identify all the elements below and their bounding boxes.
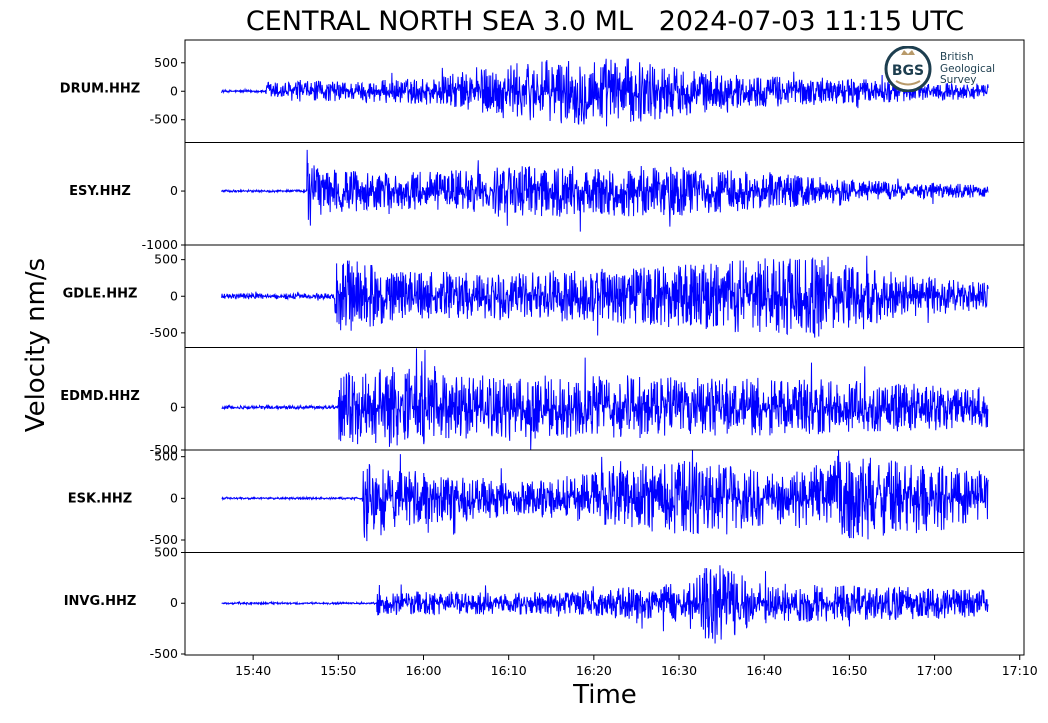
panel-frame bbox=[184, 552, 1025, 656]
panel-invg-hhz: 500 0 -500 INVG.HHZ bbox=[64, 545, 1025, 661]
station-label: EDMD.HHZ bbox=[60, 389, 140, 404]
x-tick-label: 16:40 bbox=[746, 663, 782, 678]
panel-esy-hhz: 0 -1000 ESY.HHZ bbox=[69, 142, 1025, 252]
waveform-trace bbox=[221, 450, 989, 542]
waveform-trace bbox=[221, 348, 989, 450]
y-tick-label: 0 bbox=[170, 288, 178, 303]
y-tick-label: 0 bbox=[170, 399, 178, 414]
panel-gdle-hhz: 500 0 -500 GDLE.HHZ bbox=[63, 244, 1025, 348]
waveform-trace bbox=[221, 565, 989, 644]
waveform-trace bbox=[221, 149, 989, 232]
y-tick-label: 0 bbox=[170, 595, 178, 610]
x-tick-label: 16:20 bbox=[576, 663, 612, 678]
y-tick-label: 0 bbox=[170, 83, 178, 98]
x-axis-label: Time bbox=[573, 680, 637, 710]
y-tick-label: -500 bbox=[150, 112, 178, 127]
station-label: INVG.HHZ bbox=[64, 594, 137, 609]
station-label: DRUM.HHZ bbox=[60, 81, 140, 96]
x-tick-label: 15:50 bbox=[320, 663, 356, 678]
panel-esk-hhz: 500 0 -500 ESK.HHZ bbox=[68, 449, 1025, 553]
y-tick-label: -500 bbox=[150, 532, 178, 547]
station-label: ESK.HHZ bbox=[68, 491, 132, 506]
x-tick-label: 17:00 bbox=[917, 663, 953, 678]
bgs-logo: BGS British Geological Survey bbox=[884, 45, 1004, 93]
waveform-trace bbox=[221, 255, 989, 338]
y-tick-label: -1000 bbox=[142, 237, 178, 252]
waveform-trace bbox=[221, 58, 989, 127]
bgs-seal-icon: BGS bbox=[884, 45, 932, 93]
y-tick-label: -500 bbox=[150, 442, 178, 457]
logo-line-2: Geological bbox=[940, 62, 996, 75]
x-tick-label: 16:10 bbox=[491, 663, 527, 678]
y-tick-label: 500 bbox=[154, 252, 178, 267]
y-tick-label: -500 bbox=[150, 325, 178, 340]
panel-edmd-hhz: 0 -500 EDMD.HHZ bbox=[60, 347, 1025, 457]
x-tick-label: 16:00 bbox=[405, 663, 441, 678]
chart-title: CENTRAL NORTH SEA 3.0 ML 2024-07-03 11:1… bbox=[245, 6, 965, 37]
y-tick-label: 0 bbox=[170, 183, 178, 198]
logo-text: British Geological Survey bbox=[940, 51, 996, 87]
x-tick-label: 16:50 bbox=[831, 663, 867, 678]
x-tick-label: 15:40 bbox=[235, 663, 271, 678]
x-tick-label: 17:10 bbox=[1002, 663, 1038, 678]
logo-abbr: BGS bbox=[892, 63, 924, 79]
logo-line-3: Survey bbox=[940, 74, 977, 86]
logo-line-1: British bbox=[940, 51, 974, 63]
y-tick-label: 500 bbox=[154, 55, 178, 70]
panel-drum-hhz: 500 0 -500 DRUM.HHZ bbox=[60, 39, 1025, 143]
y-tick-label: 0 bbox=[170, 490, 178, 505]
y-tick-label: 500 bbox=[154, 449, 178, 464]
y-tick-label: 500 bbox=[154, 545, 178, 560]
x-tick-label: 16:30 bbox=[661, 663, 697, 678]
y-tick-label: -500 bbox=[150, 646, 178, 661]
station-label: GDLE.HHZ bbox=[63, 286, 138, 301]
station-label: ESY.HHZ bbox=[69, 184, 131, 199]
